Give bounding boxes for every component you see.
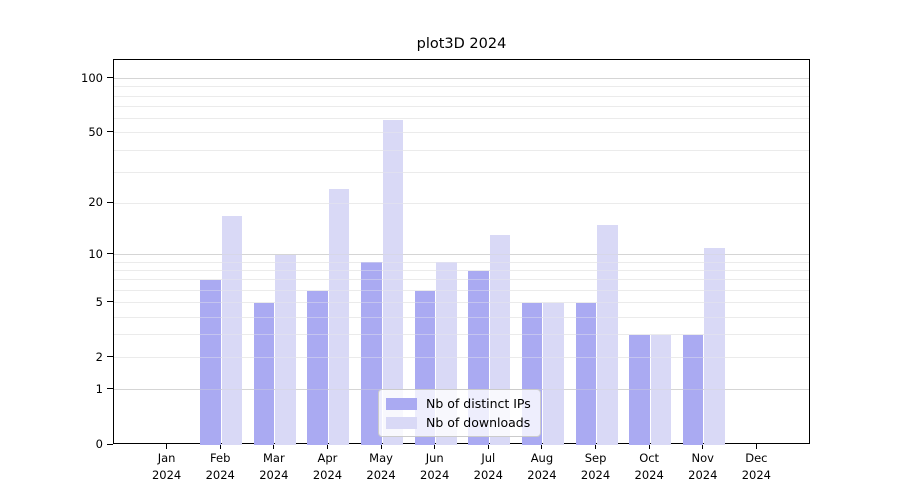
gridline-major <box>114 254 809 256</box>
bar-distinct_ips-apr <box>307 290 328 445</box>
bar-distinct_ips-sep <box>575 302 597 445</box>
x-tick-label-may: May 2024 <box>366 451 396 482</box>
gridline-minor <box>114 270 809 272</box>
x-tick-mark <box>648 444 650 449</box>
x-tick-label-nov: Nov 2024 <box>688 451 718 482</box>
gridline-minor <box>114 279 809 281</box>
y-tick-mark <box>107 443 113 445</box>
legend-item-distinct-ips: Nb of distinct IPs <box>386 395 532 412</box>
legend: Nb of distinct IPs Nb of downloads <box>378 389 541 437</box>
x-tick-mark <box>595 444 597 449</box>
y-tick-mark <box>107 356 113 358</box>
gridline-minor <box>114 171 809 173</box>
y-tick-mark <box>107 131 113 133</box>
gridline-major <box>114 78 809 80</box>
x-tick-label-aug: Aug 2024 <box>527 451 557 482</box>
x-tick-mark <box>541 444 543 449</box>
gridline-minor <box>114 334 809 336</box>
x-tick-label-feb: Feb 2024 <box>205 451 235 482</box>
gridline-minor <box>114 316 809 318</box>
bar-downloads-may <box>382 119 404 445</box>
y-tick-mark <box>107 301 113 303</box>
x-tick-mark <box>273 444 275 449</box>
x-tick-mark <box>380 444 382 449</box>
y-tick-label-5: 5 <box>95 294 103 309</box>
x-tick-label-sep: Sep 2024 <box>580 451 611 482</box>
x-tick-label-mar: Mar 2024 <box>259 451 289 482</box>
gridline-minor <box>114 357 809 359</box>
y-tick-label-2: 2 <box>95 349 103 364</box>
legend-label: Nb of downloads <box>426 415 531 430</box>
x-tick-label-jan: Jan 2024 <box>151 451 182 482</box>
chart-title: plot3D 2024 <box>416 36 507 52</box>
y-tick-mark <box>107 77 113 79</box>
bar-downloads-nov <box>704 247 725 445</box>
gridline-minor <box>114 261 809 263</box>
bar-downloads-aug <box>543 302 564 445</box>
y-tick-label-0: 0 <box>95 437 103 451</box>
y-tick-mark <box>107 388 113 390</box>
x-tick-mark <box>487 444 489 449</box>
gridline-minor <box>114 302 809 304</box>
y-tick-mark <box>107 253 113 255</box>
y-tick-label-100: 100 <box>81 70 103 85</box>
x-tick-mark <box>219 444 221 449</box>
x-tick-mark <box>702 444 704 449</box>
x-tick-label-oct: Oct 2024 <box>634 451 664 482</box>
x-tick-label-apr: Apr 2024 <box>312 451 343 482</box>
legend-item-downloads: Nb of downloads <box>386 414 532 431</box>
gridline-minor <box>114 118 809 120</box>
bar-distinct_ips-oct <box>629 334 650 445</box>
gridline-minor <box>114 149 809 151</box>
y-tick-label-20: 20 <box>88 195 103 210</box>
x-tick-mark <box>326 444 328 449</box>
bar-downloads-oct <box>650 334 672 445</box>
y-tick-label-50: 50 <box>88 124 103 139</box>
gridline-minor <box>114 86 809 88</box>
gridline-minor <box>114 202 809 204</box>
y-tick-mark <box>107 201 113 203</box>
bar-distinct_ips-feb <box>200 279 221 445</box>
bar-distinct_ips-mar <box>253 302 275 445</box>
bars-layer <box>114 60 809 445</box>
gridline-minor <box>114 132 809 134</box>
y-tick-label-10: 10 <box>88 246 103 261</box>
bar-distinct_ips-nov <box>682 334 704 445</box>
gridline-minor <box>114 106 809 108</box>
x-tick-mark <box>755 444 757 449</box>
x-tick-label-jul: Jul 2024 <box>473 451 503 482</box>
x-tick-mark <box>166 444 168 449</box>
legend-swatch-downloads <box>386 416 417 429</box>
legend-label: Nb of distinct IPs <box>426 396 531 411</box>
bar-distinct_ips-may <box>361 262 382 445</box>
plot-area <box>113 59 810 445</box>
gridline-minor <box>114 290 809 292</box>
bar-downloads-apr <box>328 189 350 445</box>
x-tick-mark <box>434 444 436 449</box>
bar-downloads-sep <box>597 224 618 445</box>
bar-downloads-mar <box>275 254 296 445</box>
bar-downloads-feb <box>221 215 243 445</box>
x-tick-label-dec: Dec 2024 <box>741 451 772 482</box>
gridline-minor <box>114 95 809 97</box>
legend-swatch-distinct-ips <box>386 397 417 410</box>
y-tick-label-1: 1 <box>95 381 103 396</box>
x-tick-label-jun: Jun 2024 <box>420 451 450 482</box>
